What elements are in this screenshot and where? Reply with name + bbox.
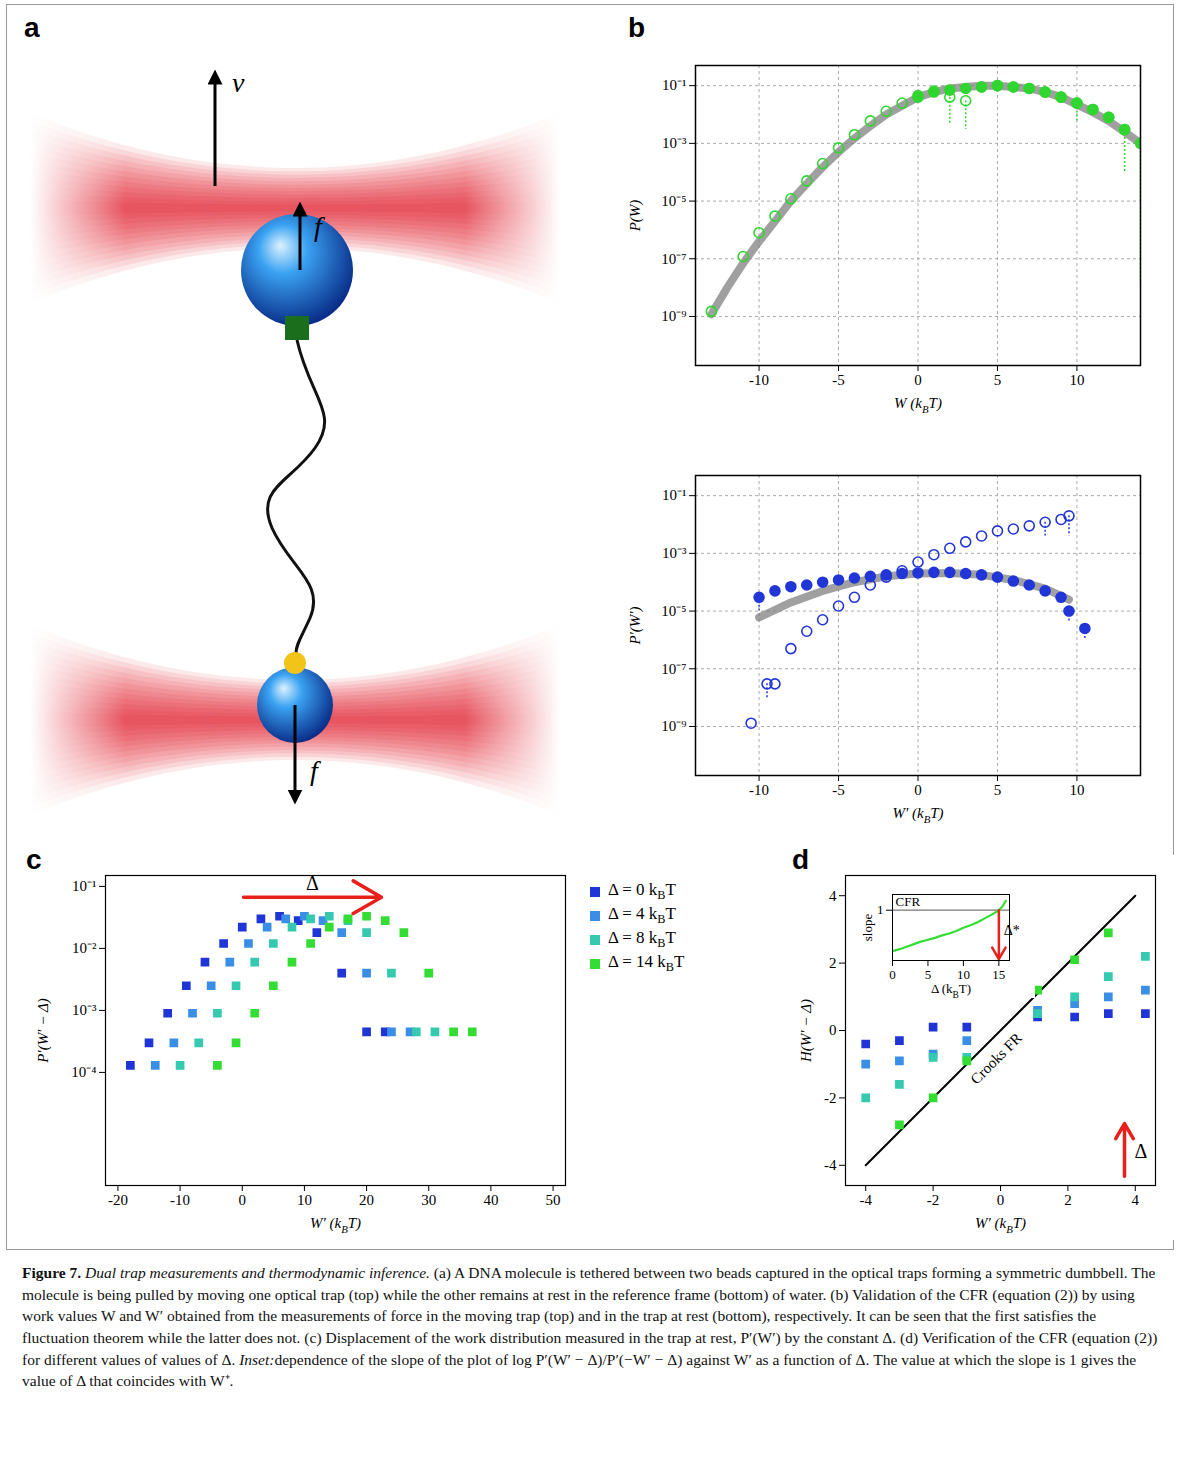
svg-text:10⁻⁵: 10⁻⁵ [661, 193, 686, 209]
svg-text:5: 5 [925, 967, 932, 982]
svg-text:15: 15 [992, 967, 1005, 982]
svg-text:0: 0 [914, 372, 922, 388]
html-text:Δ = 14 kBT: Δ = 14 kBT [608, 952, 685, 975]
svg-text:10: 10 [297, 1192, 312, 1208]
svg-text:W (kBT): W (kBT) [894, 395, 942, 415]
svg-text:Crooks FR: Crooks FR [967, 1030, 1025, 1088]
svg-text:0: 0 [889, 967, 896, 982]
svg-text:W′ (kBT): W′ (kBT) [310, 1215, 361, 1235]
svg-text:50: 50 [546, 1192, 561, 1208]
svg-text:-20: -20 [108, 1192, 128, 1208]
svg-text:40: 40 [483, 1192, 498, 1208]
svg-text:10⁻⁷: 10⁻⁷ [661, 661, 686, 677]
svg-text:10⁻⁹: 10⁻⁹ [661, 718, 686, 734]
svg-text:slope: slope [860, 914, 875, 942]
html-text:Δ = 8 kBT: Δ = 8 kBT [608, 928, 676, 951]
svg-text:f: f [310, 755, 321, 786]
svg-text:10⁻¹: 10⁻¹ [662, 487, 687, 503]
html-text:Δ = 0 kBT: Δ = 0 kBT [608, 880, 676, 903]
svg-text:5: 5 [994, 372, 1002, 388]
svg-text:10⁻⁷: 10⁻⁷ [661, 251, 686, 267]
html-text:a: a [24, 12, 40, 43]
svg-text:10⁻⁹: 10⁻⁹ [661, 308, 686, 324]
svg-text:P(W): P(W) [627, 200, 644, 233]
svg-text:0: 0 [914, 782, 922, 798]
svg-text:-2: -2 [927, 1192, 940, 1208]
svg-text:-10: -10 [749, 372, 769, 388]
html-text:Δ = 4 kBT: Δ = 4 kBT [608, 904, 676, 927]
html-text:Figure 7. Dual trap measuremen: Figure 7. Dual trap measurements and the… [22, 1264, 1158, 1390]
svg-text:10⁻⁴: 10⁻⁴ [71, 1064, 96, 1080]
svg-text:5: 5 [994, 782, 1002, 798]
svg-text:W′ (kBT): W′ (kBT) [892, 805, 943, 825]
svg-text:f: f [314, 211, 325, 242]
svg-text:10⁻³: 10⁻³ [662, 545, 687, 561]
svg-text:4: 4 [829, 888, 837, 904]
svg-text:Δ (kBT): Δ (kBT) [931, 981, 971, 999]
svg-text:v: v [232, 67, 245, 98]
svg-text:30: 30 [421, 1192, 436, 1208]
svg-text:10⁻³: 10⁻³ [662, 135, 687, 151]
svg-text:0: 0 [239, 1192, 247, 1208]
svg-text:0: 0 [997, 1192, 1005, 1208]
svg-text:10⁻³: 10⁻³ [72, 1002, 97, 1018]
svg-text:-5: -5 [832, 372, 845, 388]
svg-text:-4: -4 [859, 1192, 872, 1208]
svg-text:10⁻²: 10⁻² [72, 940, 97, 956]
svg-text:-4: -4 [824, 1157, 837, 1173]
svg-text:P′(W′): P′(W′) [627, 606, 644, 645]
svg-text:-10: -10 [170, 1192, 190, 1208]
svg-text:Δ: Δ [1135, 1140, 1148, 1162]
html-text:d: d [792, 844, 810, 875]
html-text:c: c [26, 844, 42, 875]
svg-text:4: 4 [1132, 1192, 1140, 1208]
svg-text:10: 10 [1069, 372, 1084, 388]
svg-text:Δ: Δ [306, 872, 319, 894]
svg-text:10⁻¹: 10⁻¹ [72, 878, 97, 894]
svg-text:20: 20 [359, 1192, 374, 1208]
svg-text:10: 10 [1069, 782, 1084, 798]
svg-text:Δ*: Δ* [1004, 923, 1020, 938]
svg-text:-5: -5 [832, 782, 845, 798]
svg-text:H(W′ − Δ): H(W′ − Δ) [798, 999, 815, 1063]
svg-text:-10: -10 [749, 782, 769, 798]
svg-text:2: 2 [829, 955, 837, 971]
svg-text:P′(W′ − Δ): P′(W′ − Δ) [35, 998, 52, 1064]
svg-text:CFR: CFR [896, 894, 921, 909]
svg-text:1: 1 [877, 902, 884, 917]
svg-text:0: 0 [829, 1022, 837, 1038]
svg-text:2: 2 [1064, 1192, 1072, 1208]
html-text:b: b [628, 12, 646, 43]
svg-text:10: 10 [957, 967, 970, 982]
svg-text:-2: -2 [824, 1090, 837, 1106]
svg-text:10⁻¹: 10⁻¹ [662, 77, 687, 93]
svg-text:10⁻⁵: 10⁻⁵ [661, 603, 686, 619]
svg-text:W′ (kBT): W′ (kBT) [975, 1215, 1026, 1235]
